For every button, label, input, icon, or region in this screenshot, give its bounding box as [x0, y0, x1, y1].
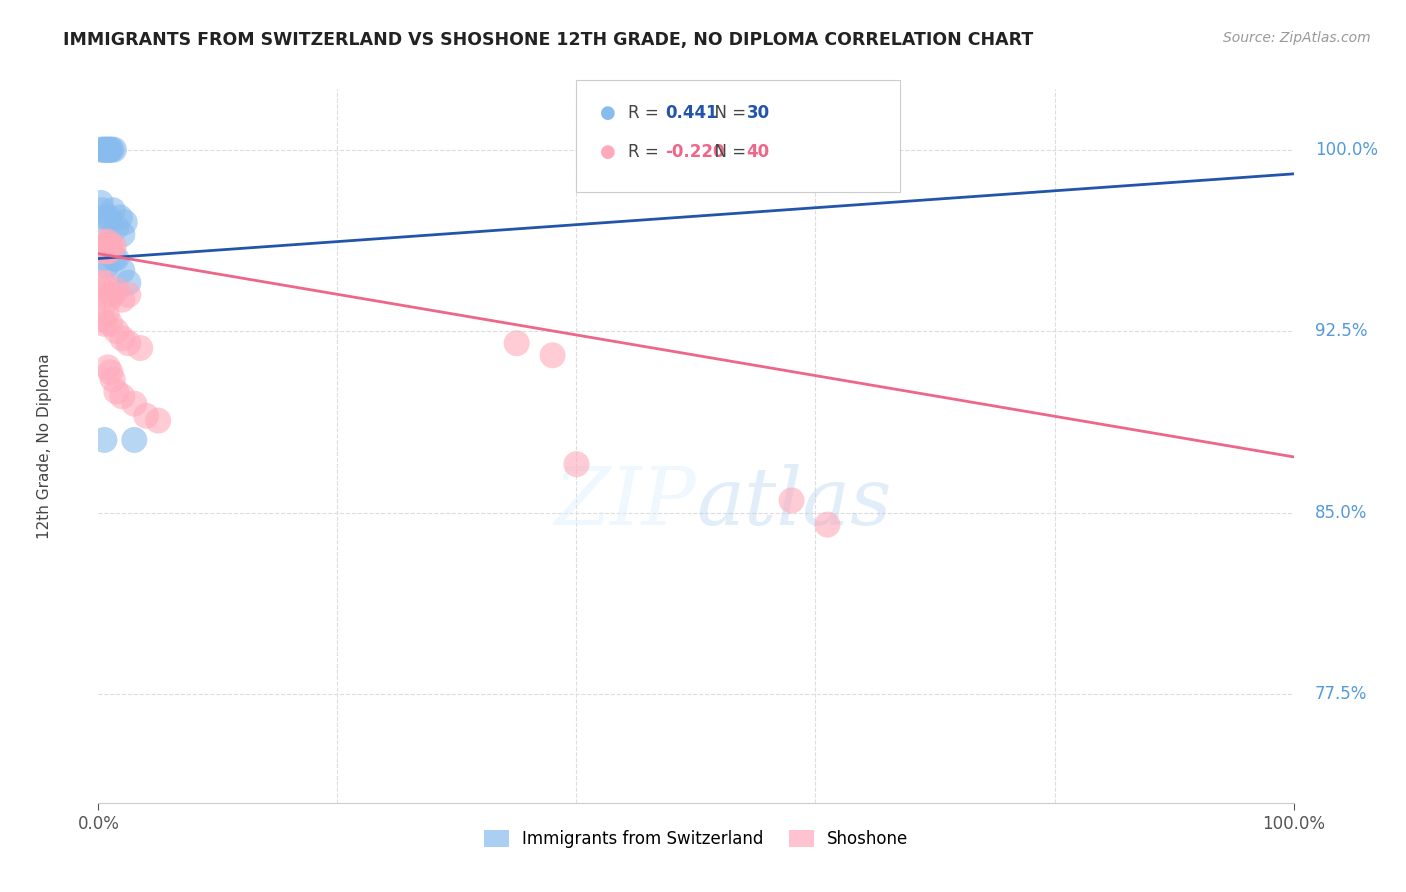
Point: [93, 433, 115, 447]
Point: [105, 283, 128, 297]
Point: [111, 227, 134, 242]
Point: [93, 143, 115, 157]
Point: [96, 288, 118, 302]
Point: [97, 360, 120, 375]
Point: [93, 211, 115, 225]
Point: [103, 143, 125, 157]
Point: [124, 397, 146, 411]
Point: [135, 409, 157, 423]
Point: [96, 259, 118, 273]
Point: [129, 341, 152, 355]
Point: [98, 143, 122, 157]
Text: ZIP: ZIP: [554, 465, 696, 541]
Point: [90, 239, 112, 253]
Point: [96, 215, 118, 229]
Point: [94, 239, 117, 253]
Point: [93, 276, 115, 290]
Point: [117, 276, 139, 290]
Text: ●: ●: [600, 143, 616, 161]
Text: -0.220: -0.220: [665, 143, 724, 161]
Point: [91, 143, 114, 157]
Text: 85.0%: 85.0%: [1315, 503, 1368, 522]
Point: [97, 235, 120, 249]
Point: [101, 288, 124, 302]
Point: [117, 336, 139, 351]
Point: [93, 317, 115, 331]
Point: [105, 384, 128, 399]
Text: atlas: atlas: [696, 465, 891, 541]
Text: 0.441: 0.441: [665, 104, 717, 122]
Point: [91, 312, 114, 326]
Point: [815, 517, 838, 532]
Point: [100, 143, 122, 157]
Text: ●: ●: [600, 104, 616, 122]
Text: 77.5%: 77.5%: [1315, 685, 1368, 703]
Point: [91, 244, 114, 259]
Point: [90, 143, 112, 157]
Point: [111, 263, 134, 277]
Point: [565, 457, 588, 471]
Point: [506, 336, 529, 351]
Point: [780, 493, 803, 508]
Point: [541, 348, 564, 362]
Point: [98, 244, 122, 259]
Point: [148, 414, 170, 428]
Point: [98, 239, 122, 253]
Point: [97, 143, 120, 157]
Point: [100, 239, 122, 253]
Point: [98, 211, 121, 225]
Text: 40: 40: [747, 143, 769, 161]
Point: [96, 307, 118, 321]
Point: [108, 211, 131, 225]
Point: [103, 252, 125, 266]
Point: [90, 195, 112, 210]
Text: 30: 30: [747, 104, 769, 122]
Point: [91, 203, 114, 218]
Point: [117, 288, 139, 302]
Point: [98, 143, 121, 157]
Point: [94, 143, 117, 157]
Text: 92.5%: 92.5%: [1315, 322, 1368, 340]
Point: [91, 283, 114, 297]
Point: [96, 244, 118, 259]
Legend: Immigrants from Switzerland, Shoshone: Immigrants from Switzerland, Shoshone: [477, 823, 915, 855]
Point: [98, 244, 121, 259]
Point: [91, 239, 114, 253]
Text: R =: R =: [628, 143, 665, 161]
Point: [93, 252, 115, 266]
Text: N =: N =: [704, 104, 752, 122]
Text: Source: ZipAtlas.com: Source: ZipAtlas.com: [1223, 31, 1371, 45]
Point: [96, 143, 118, 157]
Point: [105, 324, 128, 338]
Point: [98, 365, 122, 379]
Point: [124, 433, 146, 447]
Point: [101, 203, 124, 218]
Text: 12th Grade, No Diploma: 12th Grade, No Diploma: [37, 353, 52, 539]
Point: [111, 293, 134, 307]
Point: [111, 389, 134, 403]
Point: [93, 235, 115, 249]
Text: IMMIGRANTS FROM SWITZERLAND VS SHOSHONE 12TH GRADE, NO DIPLOMA CORRELATION CHART: IMMIGRANTS FROM SWITZERLAND VS SHOSHONE …: [63, 31, 1033, 49]
Text: N =: N =: [704, 143, 752, 161]
Point: [103, 239, 125, 253]
Text: R =: R =: [628, 104, 669, 122]
Point: [105, 220, 128, 235]
Point: [98, 293, 121, 307]
Point: [98, 317, 122, 331]
Text: 100.0%: 100.0%: [1315, 141, 1378, 159]
Point: [90, 276, 112, 290]
Point: [114, 215, 136, 229]
Point: [105, 252, 128, 266]
Point: [111, 331, 134, 345]
Point: [101, 372, 124, 386]
